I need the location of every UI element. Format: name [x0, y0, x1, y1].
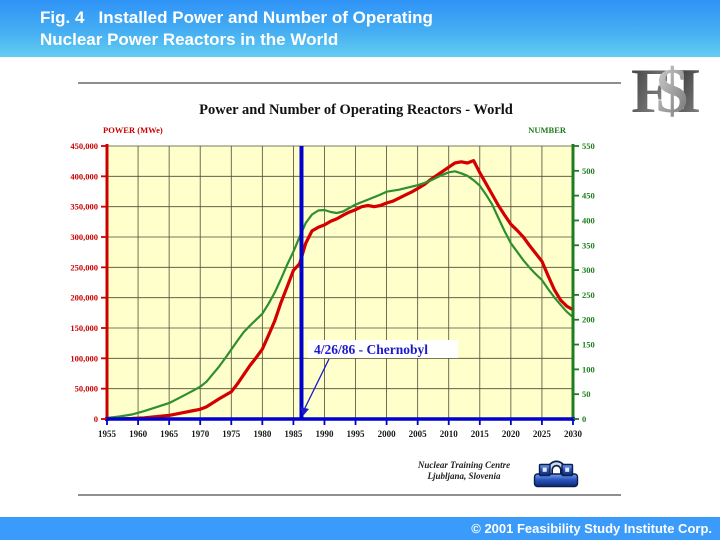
- x-axis-tick-label: 1990: [315, 429, 334, 439]
- chart-panel: 0 50,000 100,000 150,000 200,000 250,000 300,0…: [36, 88, 616, 466]
- y-right-tick-label: 450: [582, 191, 595, 201]
- fsi-letter-i: I: [676, 56, 701, 126]
- y-right-tick-label: 300: [582, 265, 595, 275]
- plot-area: [107, 146, 573, 419]
- ntc-credit: Nuclear Training Centre Ljubljana, Slove…: [404, 453, 579, 489]
- y-left-tick-label: 200,000: [70, 293, 98, 303]
- x-axis-tick-label: 2005: [409, 429, 428, 439]
- y-left-tick-label: 400,000: [70, 171, 98, 181]
- left-axis-title: POWER (MWe): [103, 125, 163, 135]
- x-axis-tick-label: 2020: [502, 429, 521, 439]
- ntc-credit-line2: Ljubljana, Slovenia: [427, 471, 501, 481]
- chart-title: Power and Number of Operating Reactors -…: [199, 102, 513, 118]
- x-axis-tick-label: 1960: [129, 429, 148, 439]
- y-left-tick-label: 0: [94, 414, 98, 424]
- y-right-tick-label: 100: [582, 364, 595, 374]
- figure-title-line2: Nuclear Power Reactors in the World: [40, 30, 339, 49]
- figure-title-line1: Fig. 4 Installed Power and Number of Ope…: [40, 8, 433, 27]
- x-axis-tick-label: 1955: [98, 429, 117, 439]
- y-right-tick-label: 50: [582, 389, 591, 399]
- top-divider: [78, 82, 621, 84]
- annotation-arrow-head: [300, 407, 309, 416]
- y-right-tick-label: 350: [582, 240, 595, 250]
- ntc-credit-text: Nuclear Training Centre Ljubljana, Slove…: [404, 460, 524, 482]
- x-axis-tick-label: 2015: [471, 429, 490, 439]
- slide-footer: © 2001 Feasibility Study Institute Corp.: [0, 517, 720, 540]
- y-right-tick-label: 250: [582, 290, 595, 300]
- bottom-divider: [78, 494, 621, 496]
- y-left-tick-label: 50,000: [75, 384, 98, 394]
- slide-header: Fig. 4 Installed Power and Number of Ope…: [0, 0, 720, 57]
- annotation-background: [308, 340, 458, 358]
- annotation-arrow-line: [303, 358, 330, 411]
- power-series-line: [105, 158, 575, 421]
- y-left-tick-label: 300,000: [70, 232, 98, 242]
- x-axis-tick-label: 2025: [533, 429, 552, 439]
- fsi-letter-s: $: [656, 56, 689, 126]
- x-axis-tick-label: 1980: [253, 429, 271, 439]
- y-right-tick-label: 200: [582, 315, 595, 325]
- y-right-tick-label: 0: [582, 414, 586, 424]
- y-left-tick-label: 450,000: [70, 141, 98, 151]
- x-axis-tick-label: 1985: [284, 429, 303, 439]
- x-axis-tick-label: 1970: [191, 429, 210, 439]
- x-axis-tick-label: 1995: [347, 429, 366, 439]
- reactors-chart-canvas: 0 50,000 100,000 150,000 200,000 250,000 300,0…: [70, 102, 595, 439]
- y-left-tick-label: 150,000: [70, 323, 98, 333]
- y-right-tick-label: 550: [582, 141, 595, 151]
- right-axis-title: NUMBER: [528, 125, 567, 135]
- ntc-credit-line1: Nuclear Training Centre: [417, 460, 511, 470]
- x-axis-tick-label: 2030: [564, 429, 583, 439]
- x-axis-tick-label: 2010: [440, 429, 459, 439]
- y-right-tick-label: 500: [582, 166, 595, 176]
- chernobyl-annotation-label: 4/26/86 - Chernobyl: [314, 342, 428, 357]
- ntc-logo-icon: [533, 460, 579, 488]
- y-right-tick-label: 400: [582, 215, 595, 225]
- copyright-text: © 2001 Feasibility Study Institute Corp.: [471, 521, 712, 536]
- fsi-letter-f: F: [631, 56, 671, 126]
- x-axis-tick-label: 1965: [160, 429, 179, 439]
- y-left-tick-label: 250,000: [70, 262, 98, 272]
- y-left-tick-label: 350,000: [70, 202, 98, 212]
- y-right-tick-label: 150: [582, 340, 595, 350]
- x-axis-tick-label: 2000: [378, 429, 397, 439]
- fsi-logo: F$I: [620, 56, 712, 126]
- reactor-count-series-line: [105, 170, 575, 420]
- y-left-tick-label: 100,000: [70, 353, 98, 363]
- x-axis-tick-label: 1975: [222, 429, 241, 439]
